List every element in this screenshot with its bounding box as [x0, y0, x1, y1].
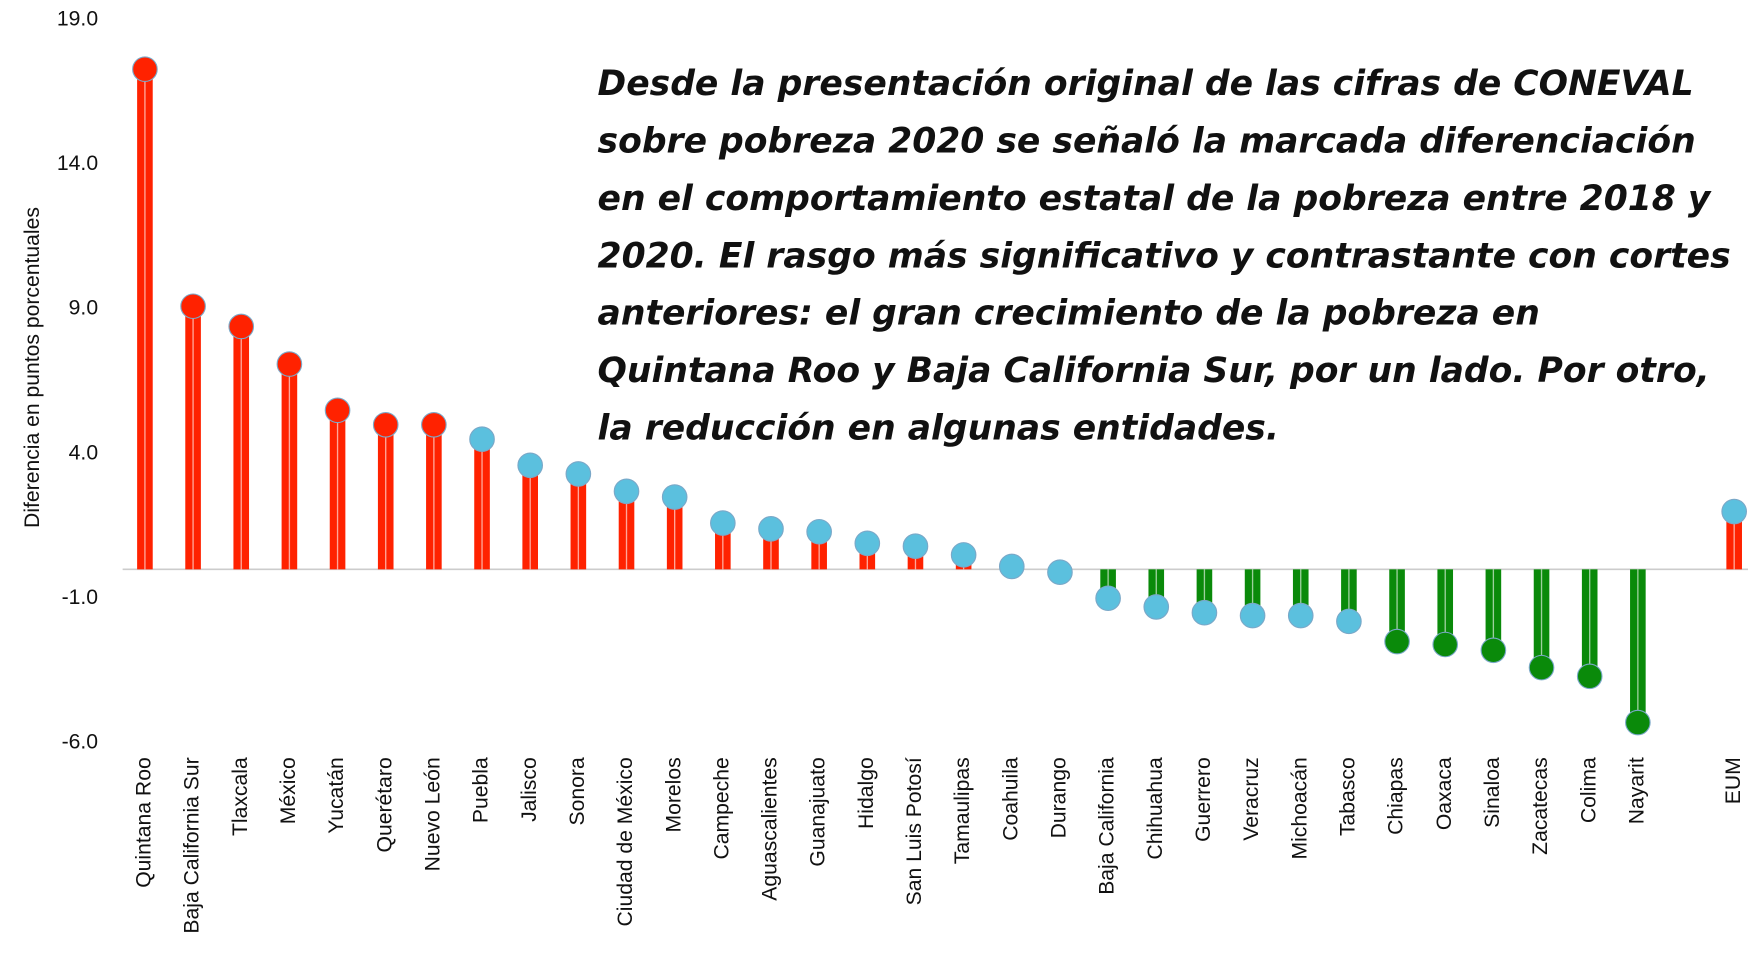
dot	[902, 533, 929, 560]
dot	[1239, 602, 1266, 629]
dot	[710, 510, 736, 536]
x-tick-label: Guerrero	[1192, 757, 1215, 842]
x-tick-label: EUM	[1722, 757, 1745, 804]
x-tick-label: Yucatán	[325, 757, 348, 833]
dot	[854, 530, 881, 557]
x-tick-label: Tlaxcala	[229, 757, 252, 836]
dot	[1095, 585, 1121, 612]
annotation-line: 2020. El rasgo más significativo y contr…	[598, 236, 1731, 276]
dot	[324, 397, 351, 424]
x-tick-label: Nuevo León	[421, 757, 444, 871]
x-tick-label: Quintana Roo	[133, 757, 156, 887]
dot	[421, 411, 447, 438]
annotation-line: Desde la presentación original de las ci…	[598, 64, 1694, 104]
y-tick-label: 9.0	[69, 297, 98, 320]
x-tick-label: Ciudad de México	[614, 757, 637, 926]
annotation-line: sobre pobreza 2020 se señaló la marcada …	[598, 122, 1696, 162]
dot	[517, 452, 544, 479]
x-tick-label: Aguascalientes	[759, 757, 782, 900]
y-tick-label: 4.0	[69, 441, 98, 464]
x-tick-label: Morelos	[662, 757, 685, 832]
x-tick-label: Baja California	[1096, 757, 1119, 895]
dot	[661, 484, 688, 510]
dot	[1287, 602, 1314, 629]
dot	[372, 411, 399, 438]
dot	[1336, 608, 1362, 635]
x-tick-label: Coahuila	[999, 757, 1022, 841]
dot	[1384, 628, 1410, 655]
dot	[132, 56, 158, 82]
x-tick-label: Michoacán	[1288, 757, 1311, 859]
annotation-line: Quintana Roo y Baja California Sur, por …	[598, 351, 1710, 391]
x-tick-label: San Luis Potosí	[903, 757, 926, 905]
x-tick-label: Tabasco	[1336, 757, 1359, 836]
x-tick-label: Nayarit	[1625, 757, 1648, 824]
x-tick-label: Hidalgo	[855, 757, 878, 829]
dot	[950, 542, 977, 568]
x-tick-label: México	[277, 757, 300, 824]
dot	[180, 293, 206, 320]
dot	[1047, 559, 1073, 586]
dot	[565, 461, 592, 487]
x-tick-label: Sonora	[566, 757, 589, 825]
dot	[1528, 654, 1555, 681]
annotation-line: la reducción en algunas entidades.	[598, 408, 1279, 448]
y-tick-label: 14.0	[57, 152, 98, 175]
x-tick-label: Durango	[1048, 757, 1071, 838]
dot	[469, 426, 495, 453]
dot	[998, 553, 1025, 580]
x-tick-label: Zacatecas	[1529, 757, 1552, 855]
dot	[806, 518, 832, 545]
x-tick-label: Campeche	[710, 757, 733, 859]
x-tick-label: Jalisco	[518, 757, 541, 822]
dot	[1191, 599, 1218, 626]
annotation-line: anteriores: el gran crecimiento de la po…	[598, 294, 1540, 334]
x-tick-label: Baja California Sur	[181, 757, 204, 933]
dot	[1480, 637, 1507, 664]
x-tick-label: Puebla	[470, 757, 493, 823]
y-axis-label: Diferencia en puntos porcentuales	[21, 207, 44, 528]
annotation-line: en el comportamiento estatal de la pobre…	[598, 179, 1712, 219]
dot	[613, 478, 640, 505]
y-tick-label: -1.0	[62, 586, 98, 609]
x-tick-label: Colima	[1577, 757, 1600, 823]
y-tick-label: 19.0	[57, 8, 98, 31]
x-tick-label: Querétaro	[373, 757, 396, 852]
dot	[1432, 631, 1459, 658]
dot	[1721, 498, 1747, 525]
x-tick-label: Veracruz	[1240, 757, 1263, 840]
x-tick-label: Chiapas	[1385, 757, 1408, 835]
x-tick-label: Chihuahua	[1144, 757, 1167, 860]
y-tick-label: -6.0	[62, 730, 98, 753]
x-tick-label: Oaxaca	[1433, 757, 1456, 830]
dot	[228, 313, 255, 340]
dot	[1143, 594, 1170, 620]
x-tick-label: Tamaulipas	[951, 757, 974, 864]
dot	[276, 351, 303, 377]
x-tick-label: Guanajuato	[807, 757, 830, 866]
dot	[758, 516, 784, 542]
dot	[1576, 663, 1603, 690]
x-tick-label: Sinaloa	[1481, 757, 1504, 828]
dot	[1625, 709, 1651, 736]
